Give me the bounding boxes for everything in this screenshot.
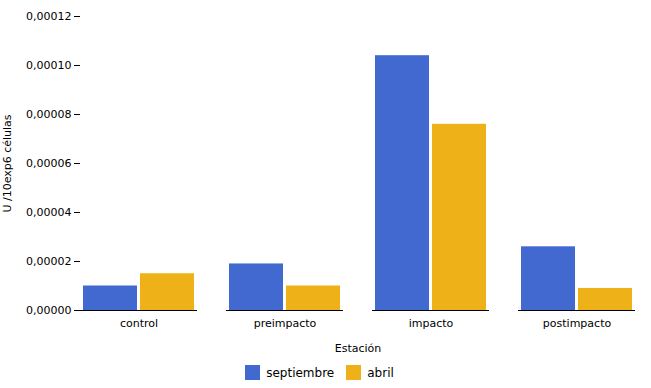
html-text:abril: abril — [367, 365, 394, 380]
svg-text:U /10exp6 células: U /10exp6 células — [1, 114, 14, 212]
svg-text:preimpacto: preimpacto — [254, 317, 317, 330]
svg-text:0,00008: 0,00008 — [26, 108, 72, 121]
svg-text:control: control — [120, 317, 158, 330]
svg-text:0,00000: 0,00000 — [26, 304, 72, 317]
svg-text:Estación: Estación — [335, 342, 382, 355]
svg-text:0,00012: 0,00012 — [26, 10, 72, 23]
svg-text:postimpacto: postimpacto — [543, 317, 612, 330]
svg-text:0,00006: 0,00006 — [26, 157, 72, 170]
html-text:septiembre: septiembre — [266, 365, 335, 380]
svg-text:0,00002: 0,00002 — [26, 255, 72, 268]
svg-text:0,00010: 0,00010 — [26, 59, 72, 72]
svg-text:impacto: impacto — [409, 317, 454, 330]
svg-text:0,00004: 0,00004 — [26, 206, 72, 219]
